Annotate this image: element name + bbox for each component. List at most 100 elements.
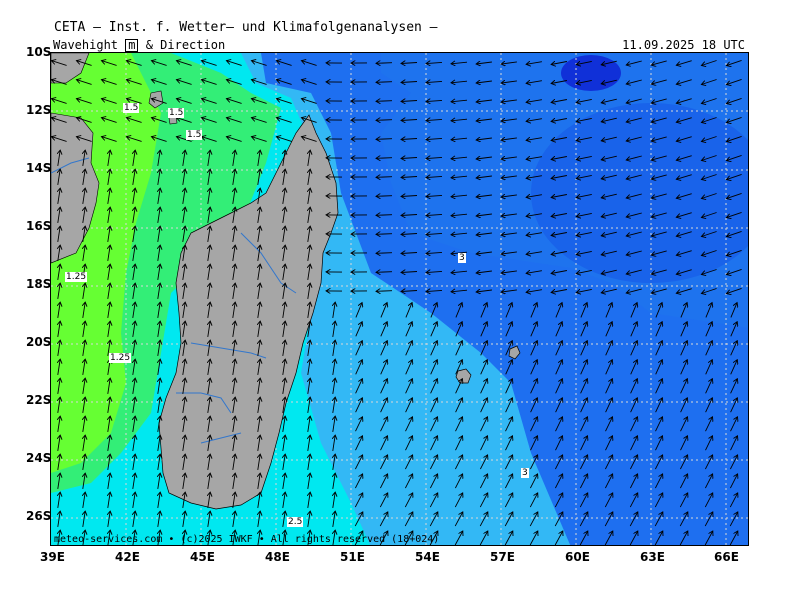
direction-arrow bbox=[726, 78, 742, 84]
direction-arrow bbox=[308, 321, 310, 337]
direction-arrow bbox=[629, 493, 637, 508]
direction-arrow bbox=[630, 360, 638, 375]
direction-arrow bbox=[504, 493, 512, 508]
direction-arrow bbox=[579, 531, 588, 545]
lon-label: 63E bbox=[640, 550, 665, 564]
direction-arrow bbox=[251, 118, 267, 123]
direction-arrow bbox=[233, 378, 235, 394]
direction-arrow bbox=[283, 340, 285, 356]
direction-arrow bbox=[451, 195, 468, 197]
direction-arrow bbox=[651, 212, 667, 217]
direction-arrow bbox=[276, 137, 292, 142]
direction-arrow bbox=[554, 512, 563, 527]
direction-arrow bbox=[576, 98, 592, 102]
direction-arrow bbox=[505, 417, 513, 432]
direction-arrow bbox=[308, 340, 310, 356]
direction-arrow bbox=[308, 530, 310, 545]
direction-arrow bbox=[183, 188, 185, 204]
direction-arrow bbox=[283, 321, 285, 337]
direction-arrow bbox=[429, 493, 437, 508]
direction-arrow bbox=[651, 250, 667, 255]
direction-arrow bbox=[133, 302, 135, 318]
direction-arrow bbox=[158, 264, 160, 280]
lon-label: 57E bbox=[490, 550, 515, 564]
direction-arrow bbox=[730, 417, 738, 432]
direction-arrow bbox=[476, 138, 492, 140]
direction-arrow bbox=[158, 530, 160, 545]
direction-arrow bbox=[108, 283, 110, 299]
direction-arrow bbox=[226, 80, 242, 85]
direction-arrow bbox=[276, 118, 292, 123]
direction-arrow bbox=[355, 303, 362, 318]
direction-arrow bbox=[530, 303, 537, 318]
lon-label: 66E bbox=[714, 550, 739, 564]
direction-arrow bbox=[401, 234, 418, 235]
direction-arrow bbox=[258, 188, 260, 204]
direction-arrow bbox=[233, 511, 235, 527]
direction-arrow bbox=[401, 291, 418, 292]
direction-arrow bbox=[301, 61, 317, 66]
direction-arrow bbox=[158, 245, 160, 261]
direction-arrow bbox=[405, 360, 413, 375]
copyright-credit: meteo-services.com • (c)2025 IWKF • All … bbox=[54, 534, 440, 545]
direction-arrow bbox=[555, 360, 563, 375]
direction-arrow bbox=[655, 322, 662, 337]
mauritius-island bbox=[508, 345, 521, 360]
direction-arrow bbox=[629, 512, 638, 527]
direction-arrow bbox=[526, 62, 542, 65]
direction-arrow bbox=[151, 137, 167, 142]
direction-arrow bbox=[676, 269, 692, 275]
direction-arrow bbox=[108, 397, 110, 413]
direction-arrow bbox=[479, 512, 488, 527]
direction-arrow bbox=[258, 226, 260, 242]
direction-arrow bbox=[701, 60, 717, 66]
direction-arrow bbox=[308, 150, 310, 166]
direction-arrow bbox=[183, 378, 185, 394]
direction-arrow bbox=[454, 474, 462, 489]
direction-arrow bbox=[51, 137, 67, 142]
direction-arrow bbox=[108, 207, 110, 223]
direction-arrow bbox=[176, 80, 192, 85]
direction-arrow bbox=[308, 397, 310, 413]
direction-arrow bbox=[233, 321, 235, 337]
direction-arrow bbox=[504, 455, 512, 470]
direction-arrow bbox=[680, 303, 687, 318]
direction-arrow bbox=[504, 531, 513, 545]
direction-arrow bbox=[83, 359, 85, 375]
direction-arrow bbox=[704, 474, 712, 489]
direction-arrow bbox=[501, 214, 517, 216]
direction-arrow bbox=[176, 137, 192, 142]
lon-label: 45E bbox=[190, 550, 215, 564]
direction-arrow bbox=[83, 226, 85, 242]
direction-arrow bbox=[626, 193, 642, 198]
direction-arrow bbox=[651, 79, 667, 84]
direction-arrow bbox=[529, 493, 537, 508]
direction-arrow bbox=[176, 99, 192, 104]
direction-arrow bbox=[680, 341, 688, 356]
direction-arrow bbox=[455, 341, 463, 356]
parameter-label: Wavehight m & Direction bbox=[53, 38, 226, 52]
lat-label: 18S bbox=[26, 277, 52, 291]
direction-arrow bbox=[676, 288, 692, 294]
direction-arrow bbox=[208, 245, 210, 261]
direction-arrow bbox=[505, 360, 513, 375]
direction-arrow bbox=[451, 81, 468, 83]
direction-arrow bbox=[83, 283, 85, 299]
direction-arrow bbox=[101, 80, 117, 85]
direction-arrow bbox=[580, 341, 588, 356]
direction-arrow bbox=[283, 188, 285, 204]
direction-arrow bbox=[108, 169, 110, 185]
direction-arrow bbox=[701, 117, 717, 123]
direction-arrow bbox=[480, 379, 488, 394]
direction-arrow bbox=[626, 231, 642, 236]
direction-arrow bbox=[505, 322, 512, 337]
direction-arrow bbox=[158, 188, 160, 204]
direction-arrow bbox=[405, 417, 413, 432]
direction-arrow bbox=[480, 341, 488, 356]
direction-arrow bbox=[605, 379, 613, 394]
direction-arrow bbox=[601, 136, 617, 141]
direction-arrow bbox=[601, 60, 617, 65]
direction-arrow bbox=[726, 230, 742, 236]
direction-arrow bbox=[654, 531, 663, 545]
direction-arrow bbox=[108, 245, 110, 261]
